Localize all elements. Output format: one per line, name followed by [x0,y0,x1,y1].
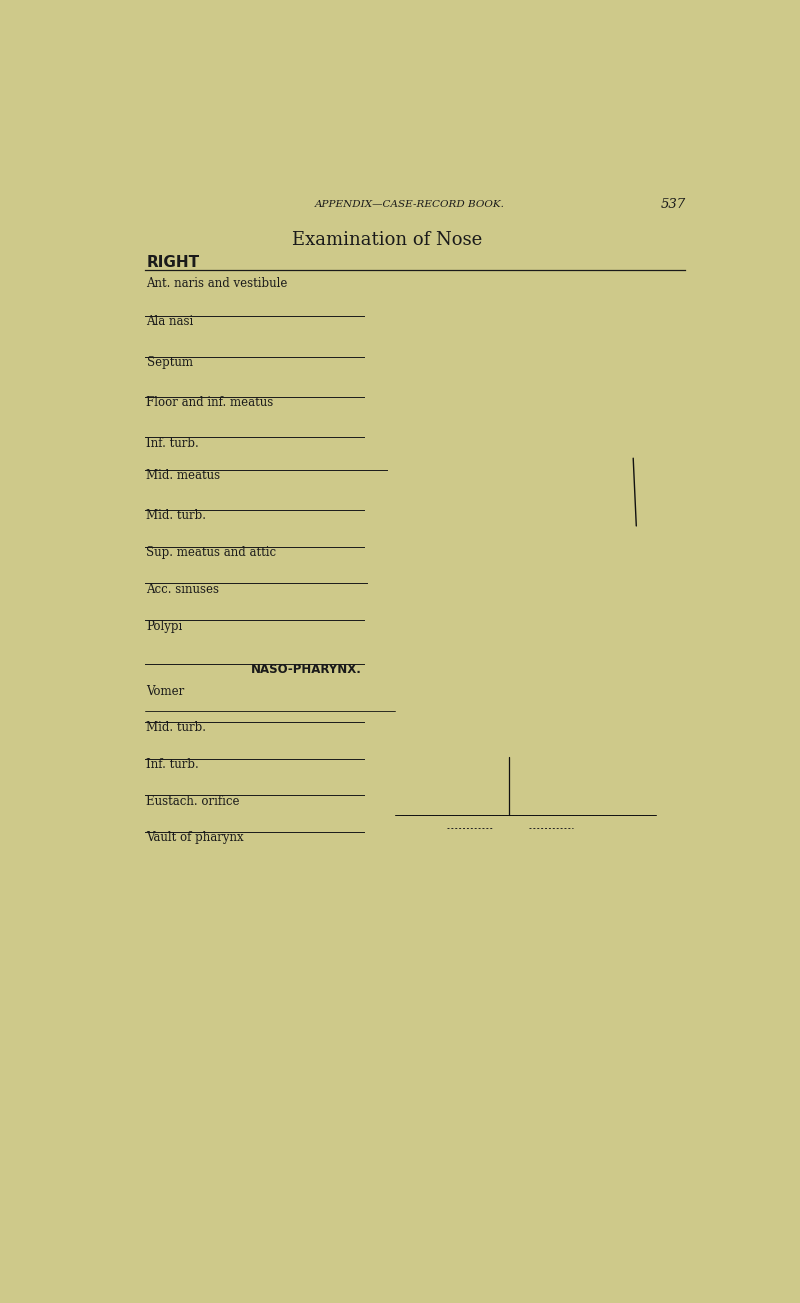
Text: Mid. turb.: Mid. turb. [146,509,206,523]
Text: Floor and inf. meatus: Floor and inf. meatus [146,396,274,409]
Text: Polypi: Polypi [146,619,182,632]
Text: Septum: Septum [146,356,193,369]
Text: NASO-PHARYNX.: NASO-PHARYNX. [251,663,362,676]
Text: Acc. sinuses: Acc. sinuses [146,582,219,595]
Text: APPENDIX—CASE-RECORD BOOK.: APPENDIX—CASE-RECORD BOOK. [315,199,505,208]
Text: Inf. turb.: Inf. turb. [146,758,199,771]
Text: Sup. meatus and attic: Sup. meatus and attic [146,546,277,559]
Text: Mid. turb.: Mid. turb. [146,721,206,734]
Text: Vomer: Vomer [146,685,185,698]
Text: Ala nasi: Ala nasi [146,315,194,328]
Text: Examination of Nose: Examination of Nose [292,231,482,249]
Text: Ant. naris and vestibule: Ant. naris and vestibule [146,278,288,289]
Text: RIGHT: RIGHT [146,255,200,270]
Text: Inf. turb.: Inf. turb. [146,437,199,450]
Text: Eustach. orifice: Eustach. orifice [146,795,240,808]
Text: 537: 537 [661,198,686,211]
Text: Mid. meatus: Mid. meatus [146,469,221,482]
Text: Vault of pharynx: Vault of pharynx [146,831,244,844]
